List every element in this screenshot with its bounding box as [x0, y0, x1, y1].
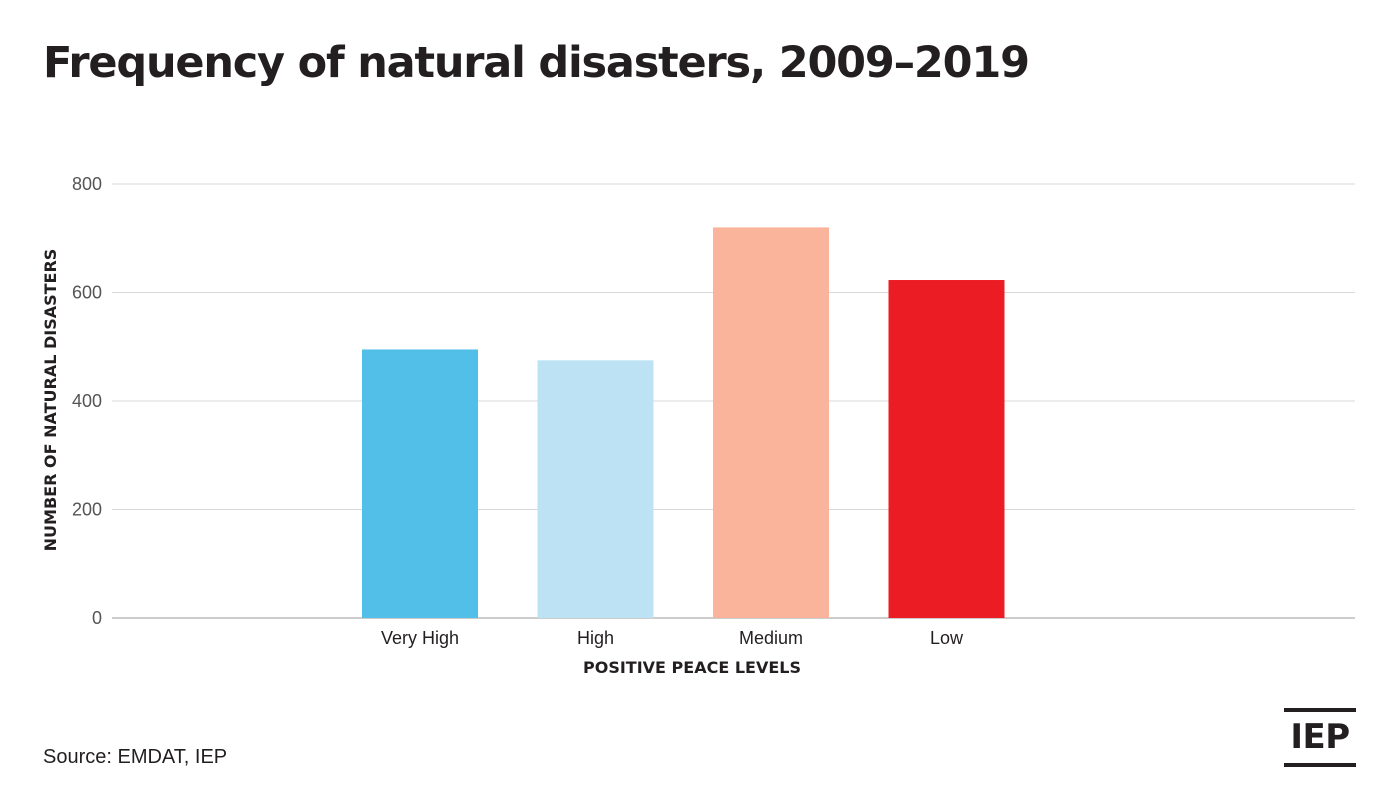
y-axis-title: NUMBER OF NATURAL DISASTERS — [41, 249, 60, 552]
y-tick-label: 200 — [72, 500, 102, 520]
chart-title: Frequency of natural disasters, 2009–201… — [43, 38, 1030, 88]
source-note: Source: EMDAT, IEP — [43, 746, 228, 768]
logo-top-rule — [1284, 708, 1356, 712]
x-axis-title: POSITIVE PEACE LEVELS — [583, 658, 801, 677]
y-tick-label: 600 — [72, 283, 102, 303]
y-tick-labels: 0 200 400 600 800 — [72, 174, 102, 628]
x-tick-label: Medium — [739, 628, 803, 648]
logo-text: IEP — [1290, 717, 1350, 757]
bar-medium — [713, 227, 829, 618]
bars — [362, 227, 1005, 618]
x-tick-label: Very High — [381, 628, 459, 648]
y-tick-label: 400 — [72, 391, 102, 411]
bar-high — [537, 360, 654, 618]
x-category-labels: Very High High Medium Low — [381, 628, 964, 648]
x-tick-label: High — [577, 628, 614, 648]
x-tick-label: Low — [930, 628, 964, 648]
logo-bottom-rule — [1284, 763, 1356, 767]
iep-logo: IEP — [1284, 708, 1356, 767]
bar-low — [888, 280, 1005, 618]
y-tick-label: 800 — [72, 174, 102, 194]
bar-very-high — [362, 349, 478, 618]
y-tick-label: 0 — [92, 608, 102, 628]
